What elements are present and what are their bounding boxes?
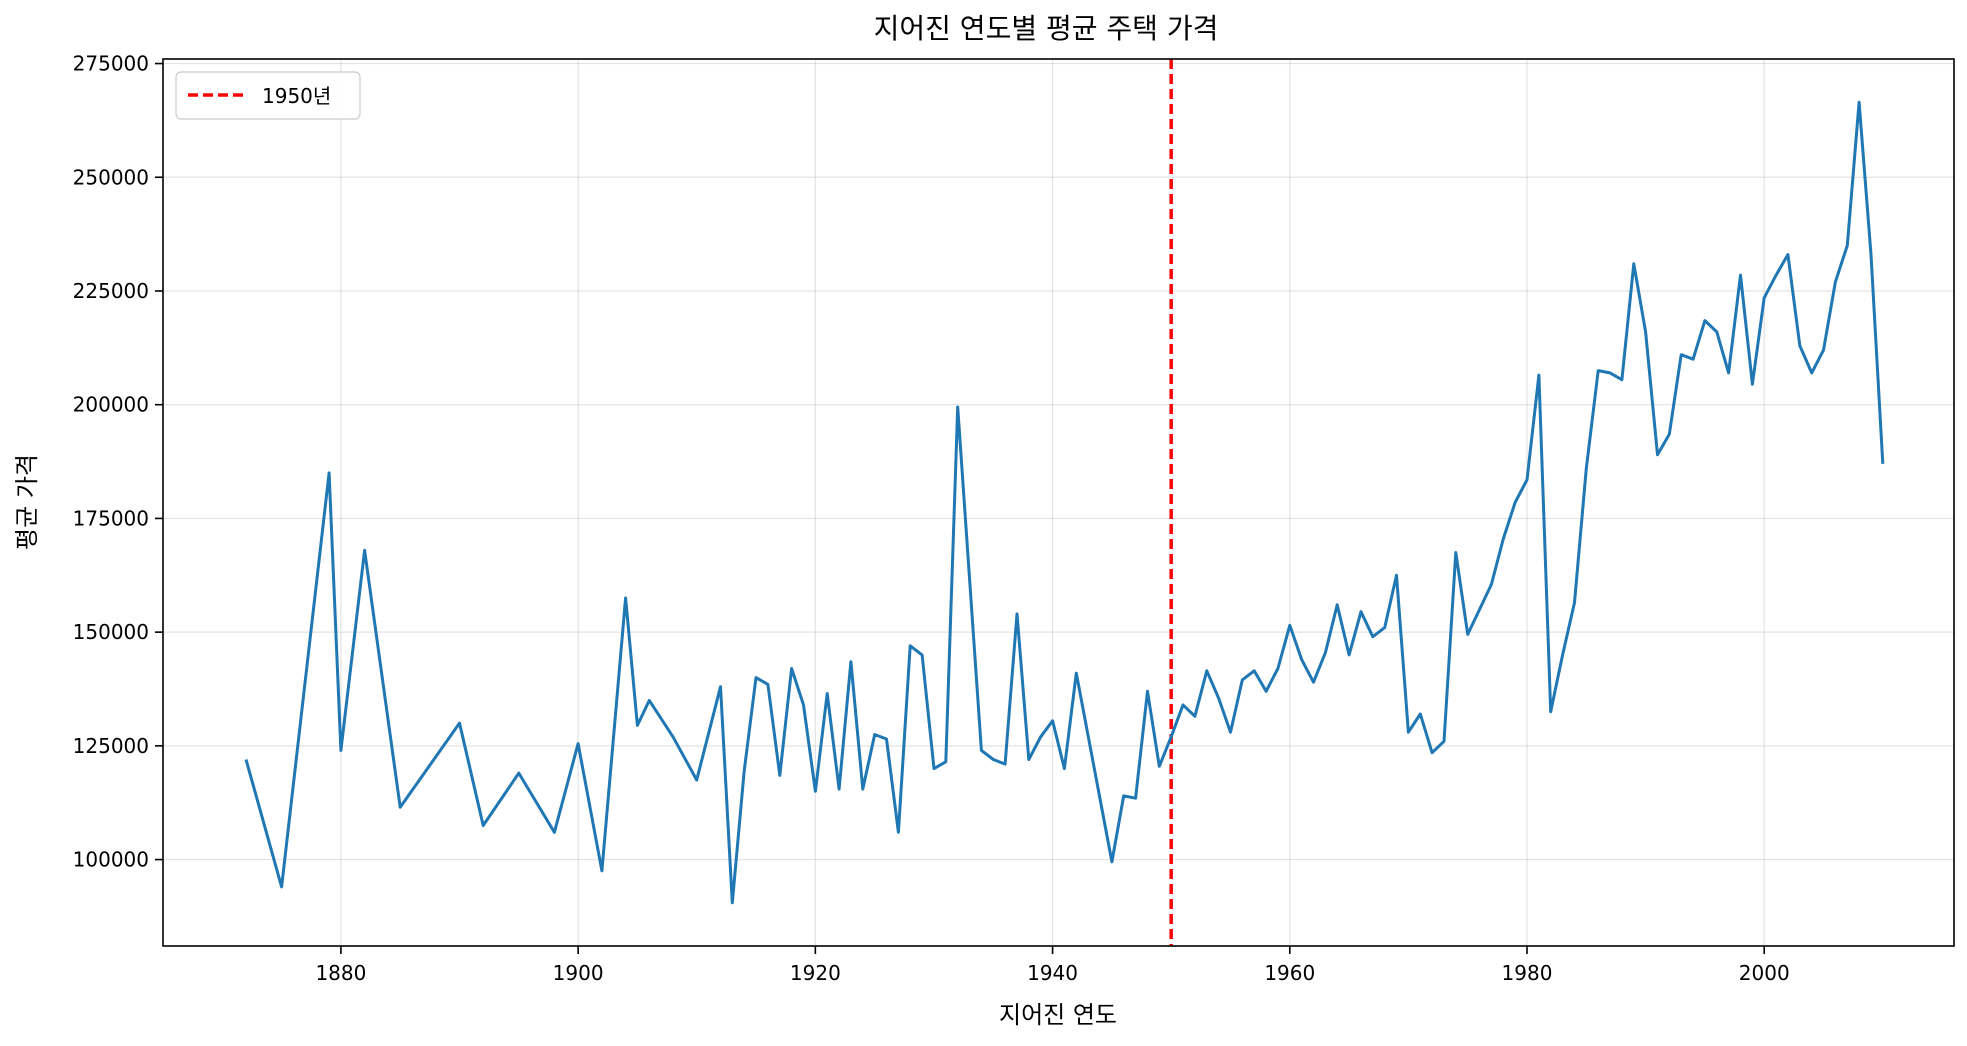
chart-title: 지어진 연도별 평균 주택 가격 [874,12,1219,45]
y-axis-ticks: 100000 125000 150000 175000 200000 225000 2500… [73,52,163,872]
y-tick-label: 100000 [73,848,149,872]
grid [163,59,1954,946]
x-tick-label: 1940 [1027,961,1078,985]
plot-area [244,59,1885,946]
y-tick-label: 275000 [73,52,149,76]
plot-frame [162,58,1955,947]
x-tick-label: 1900 [553,961,604,985]
y-tick-label: 175000 [73,506,149,530]
x-tick-label: 1920 [790,961,841,985]
y-tick-label: 150000 [73,620,149,644]
x-tick-label: 1880 [315,961,366,985]
x-axis-ticks: 1880 1900 1920 1940 1960 1980 2000 [315,946,1790,985]
y-axis-label: 평균 가격 [13,454,41,550]
y-tick-label: 125000 [73,734,149,758]
x-tick-label: 1980 [1502,961,1553,985]
x-tick-label: 2000 [1739,961,1790,985]
x-axis-label: 지어진 연도 [999,1001,1117,1029]
y-tick-label: 225000 [73,279,149,303]
y-tick-label: 250000 [73,165,149,189]
y-tick-label: 200000 [73,393,149,417]
legend-label: 1950년 [262,84,331,108]
series-line [244,100,1885,905]
legend: 1950년 [175,71,361,120]
x-tick-label: 1960 [1264,961,1315,985]
legend-box [175,71,361,120]
